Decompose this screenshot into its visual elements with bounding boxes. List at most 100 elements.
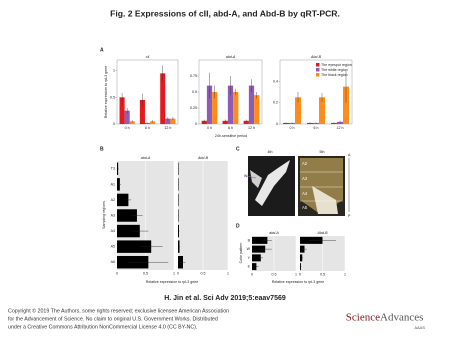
facet-title: abd-A xyxy=(226,55,236,59)
marker-arrow xyxy=(246,175,257,179)
legend-swatch xyxy=(316,73,320,77)
y-tick-label: T3 xyxy=(111,167,115,171)
segment-label: A2 xyxy=(302,161,308,166)
x-tick-label: 0 xyxy=(299,272,301,276)
x-tick-label: 0 h xyxy=(207,126,212,130)
bar xyxy=(117,178,120,191)
x-tick-label: 0 xyxy=(177,271,179,275)
bar xyxy=(343,86,349,124)
x-tick-label: 0 xyxy=(251,272,253,276)
bar xyxy=(300,254,303,262)
y-tick-label: A4 xyxy=(111,229,115,233)
facet-title: Abd-B xyxy=(317,231,329,235)
x-tick-label: 1 xyxy=(295,272,297,276)
bar xyxy=(227,85,234,124)
x-axis-label: Relative expression to rpL3 gene xyxy=(146,280,199,284)
bar xyxy=(254,95,260,124)
x-tick-label: 12 h xyxy=(164,126,171,130)
y-tick-label: 0 xyxy=(276,122,278,126)
bar xyxy=(150,121,156,124)
x-tick-label: 6 h xyxy=(228,126,233,130)
y-tick-label: E xyxy=(248,265,251,269)
bar xyxy=(243,120,249,124)
segment-label: A3 xyxy=(302,176,308,181)
legend-label: The eyespot region xyxy=(321,63,352,67)
x-tick-label: 0 h xyxy=(125,126,130,130)
bar xyxy=(170,118,176,124)
stage-label: 5th xyxy=(320,150,325,154)
axis-label: P xyxy=(348,214,351,218)
x-tick-label: 0 h xyxy=(290,126,295,130)
facet-title: cll xyxy=(146,55,150,59)
facet-title: Abd-B xyxy=(310,55,322,59)
panel-letter: D xyxy=(236,223,240,229)
x-tick-label: 0 xyxy=(116,271,118,275)
facet-title: abd-A xyxy=(269,231,279,235)
y-tick-label: A6 xyxy=(111,260,115,264)
x-tick-label: 6 h xyxy=(314,126,319,130)
y-tick-label: 0 xyxy=(195,122,197,126)
x-tick-label: 1 xyxy=(173,271,175,275)
bar xyxy=(201,120,207,124)
bar xyxy=(119,97,125,124)
y-tick-label: W xyxy=(247,247,251,251)
y-axis-label: Sampling regions xyxy=(102,201,106,229)
bar xyxy=(206,85,213,124)
x-tick-label: 1 xyxy=(227,271,229,275)
x-tick-label: 12 h xyxy=(248,126,255,130)
bar xyxy=(248,85,255,124)
y-axis-label: Color pattern xyxy=(239,243,243,264)
bar xyxy=(212,92,218,124)
logo: Advances xyxy=(380,312,423,324)
bar xyxy=(319,97,325,124)
copyright-line: under a Creative Commons Attribution Non… xyxy=(8,324,197,330)
bar xyxy=(124,110,130,124)
bar xyxy=(139,100,145,124)
bar xyxy=(252,236,268,244)
axis-label: A xyxy=(348,153,351,157)
bar xyxy=(222,120,228,124)
bar xyxy=(160,73,166,124)
x-tick-label: 6 h xyxy=(145,126,150,130)
x-tick-label: 1 xyxy=(344,272,346,276)
facet-title: Abd-B xyxy=(197,156,209,160)
legend-swatch xyxy=(316,63,320,67)
y-tick-label: 0.5 xyxy=(110,95,115,99)
bar xyxy=(252,254,261,262)
marker-label: W xyxy=(244,174,248,178)
y-tick-label: 0.25 xyxy=(190,106,197,110)
slide-title: Fig. 2 Expressions of cII, abd-A, and Ab… xyxy=(110,8,340,18)
x-tick-label: 0.5 xyxy=(143,271,148,275)
copyright-line: Copyright © 2019 The Authors, some right… xyxy=(8,307,229,314)
x-axis-label: 24h-sensitive period xyxy=(215,134,247,138)
bar xyxy=(117,193,129,207)
legend-swatch xyxy=(316,68,320,72)
y-tick-label: 0.5 xyxy=(192,90,197,94)
photo-shape xyxy=(255,160,290,206)
y-tick-label: 1 xyxy=(113,69,115,73)
bar xyxy=(233,92,239,124)
legend-label: The black region xyxy=(321,73,348,77)
segment-label: A5 xyxy=(302,205,308,210)
y-tick-label: 0 xyxy=(113,122,115,126)
bar xyxy=(117,224,140,238)
legend-label: The white region xyxy=(321,68,348,72)
y-tick-label: Y xyxy=(248,256,251,260)
panel-letter: B xyxy=(100,146,104,152)
copyright-line: for the Advancement of Science. No claim… xyxy=(8,316,218,322)
x-tick-label: 0.5 xyxy=(201,271,206,275)
y-axis-label: Relative expression to rpL3 gene xyxy=(104,66,108,119)
bar xyxy=(295,97,301,124)
stage-label: 4th xyxy=(268,150,273,154)
publisher: AAAS xyxy=(414,325,425,330)
panel-letter: A xyxy=(100,47,104,53)
logo: Science xyxy=(346,312,380,324)
photo-shape xyxy=(250,170,262,188)
y-tick-label: A5 xyxy=(111,245,115,249)
x-tick-label: 12 h xyxy=(337,126,344,130)
x-axis-label: Relative expression to rpL3 gene xyxy=(272,280,325,284)
segment-label: A4 xyxy=(302,191,308,196)
y-tick-label: A2 xyxy=(111,198,115,202)
y-tick-label: B xyxy=(248,238,251,242)
bar xyxy=(117,209,137,222)
